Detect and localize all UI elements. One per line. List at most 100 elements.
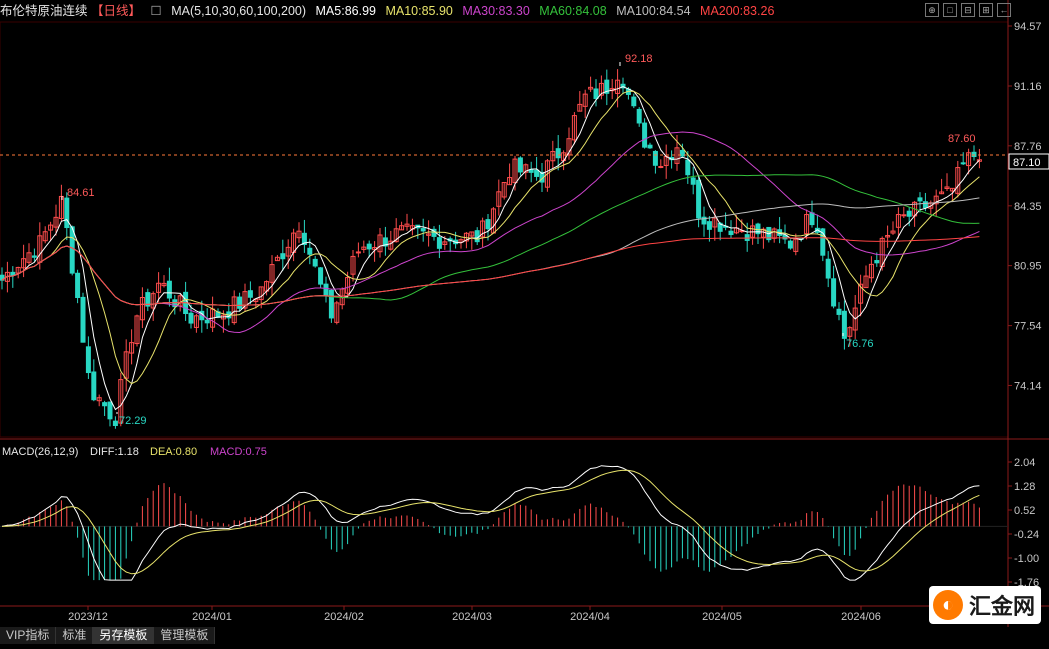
candle-body	[355, 251, 361, 254]
candle-body	[836, 308, 842, 315]
candle-body	[0, 274, 5, 281]
candle-body	[204, 319, 210, 324]
candle-body	[318, 267, 324, 285]
candle-body	[528, 169, 534, 173]
candle-body	[161, 282, 167, 287]
macd-tick-label: -0.24	[1014, 529, 1039, 541]
candle-body	[652, 150, 658, 166]
tab-manage-template[interactable]: 管理模板	[154, 627, 216, 644]
candle-body	[102, 402, 108, 407]
candle-body	[598, 82, 604, 96]
candle-body	[366, 243, 372, 250]
candle-body	[91, 371, 97, 401]
period-label[interactable]: 【日线】	[91, 4, 142, 18]
candle-body	[69, 226, 75, 274]
candle-body	[307, 247, 313, 255]
candle-body	[890, 230, 896, 234]
candle-body	[420, 228, 426, 232]
candle-body	[831, 278, 837, 307]
ma30-line	[1, 131, 980, 334]
candle-body	[966, 152, 972, 167]
candle-body	[172, 299, 178, 308]
candle-body	[237, 296, 243, 309]
price-tick-label: 84.35	[1014, 201, 1042, 213]
candle-body	[582, 93, 588, 107]
candle-body	[188, 312, 194, 324]
candle-body	[955, 167, 961, 194]
candle-body	[960, 162, 966, 165]
candle-body	[760, 228, 766, 238]
candle-body	[852, 307, 858, 331]
add-indicator-icon[interactable]: ☐	[150, 4, 162, 18]
candle-body	[841, 310, 847, 339]
candle-body	[350, 255, 356, 275]
candle-body	[458, 239, 464, 243]
candle-body	[426, 233, 432, 236]
candle-body	[642, 122, 648, 148]
candle-body	[804, 214, 810, 235]
candle-body	[712, 217, 718, 228]
candle-body	[80, 296, 86, 343]
candle-body	[134, 315, 140, 345]
candle-body	[280, 253, 286, 260]
candle-body	[156, 282, 162, 293]
macd-tick-label: 0.52	[1014, 505, 1035, 517]
price-tick-label: 94.57	[1014, 21, 1042, 33]
maximize-icon[interactable]: □	[943, 3, 957, 17]
candle-body	[145, 292, 151, 307]
candle-body	[544, 160, 550, 188]
macd-tick-label: 2.04	[1014, 457, 1035, 469]
candle-body	[4, 271, 10, 282]
candle-body	[604, 79, 610, 94]
candle-body	[744, 234, 750, 241]
date-tick-label: 2024/04	[570, 611, 610, 623]
candle-body	[728, 230, 734, 236]
candle-body	[939, 191, 945, 195]
tab-save-template[interactable]: 另存模板	[93, 627, 155, 644]
candle-body	[442, 241, 448, 245]
logo-icon: ◐	[933, 590, 963, 620]
candle-body	[382, 237, 388, 247]
candle-body	[404, 223, 410, 227]
candle-body	[31, 255, 37, 258]
ma-params: MA(5,10,30,60,100,200)	[171, 4, 307, 18]
ma5-line	[1, 86, 980, 411]
back-icon[interactable]: ←	[997, 3, 1011, 17]
candle-body	[269, 264, 275, 283]
candle-body	[858, 283, 864, 304]
candle-body	[242, 291, 248, 309]
candle-body	[377, 234, 383, 253]
annotation-high1: 84.61	[67, 187, 95, 199]
candle-body	[696, 179, 702, 219]
price-tick-label: 77.54	[1014, 321, 1042, 333]
candle-body	[496, 191, 502, 207]
candle-body	[166, 280, 172, 299]
last-price-box	[1008, 153, 1049, 170]
candle-body	[949, 187, 955, 192]
candle-body	[901, 214, 907, 217]
minimize-icon[interactable]: ⊟	[961, 3, 975, 17]
macd-diff-line	[1, 465, 980, 581]
candle-body	[231, 296, 237, 324]
layout-icon[interactable]: ⊞	[979, 3, 993, 17]
site-logo: ◐ 汇金网	[929, 586, 1041, 624]
candle-body	[247, 290, 253, 298]
candle-body	[847, 327, 853, 337]
candle-body	[615, 79, 621, 94]
candle-body	[393, 228, 399, 243]
candle-body	[296, 230, 302, 239]
candle-body	[647, 144, 653, 149]
tab-standard[interactable]: 标准	[56, 627, 94, 644]
ma5-value: MA5:86.99	[315, 4, 376, 18]
tab-vip[interactable]: VIP指标	[0, 627, 57, 644]
candle-body	[566, 138, 572, 156]
candle-body	[485, 219, 491, 230]
candle-body	[809, 212, 815, 226]
ma200-value: MA200:83.26	[700, 4, 775, 18]
candle-body	[620, 83, 626, 89]
macd-dea: DEA:0.80	[150, 446, 197, 458]
crosshair-icon[interactable]: ⊕	[925, 3, 939, 17]
date-tick-label: 2024/01	[192, 611, 232, 623]
